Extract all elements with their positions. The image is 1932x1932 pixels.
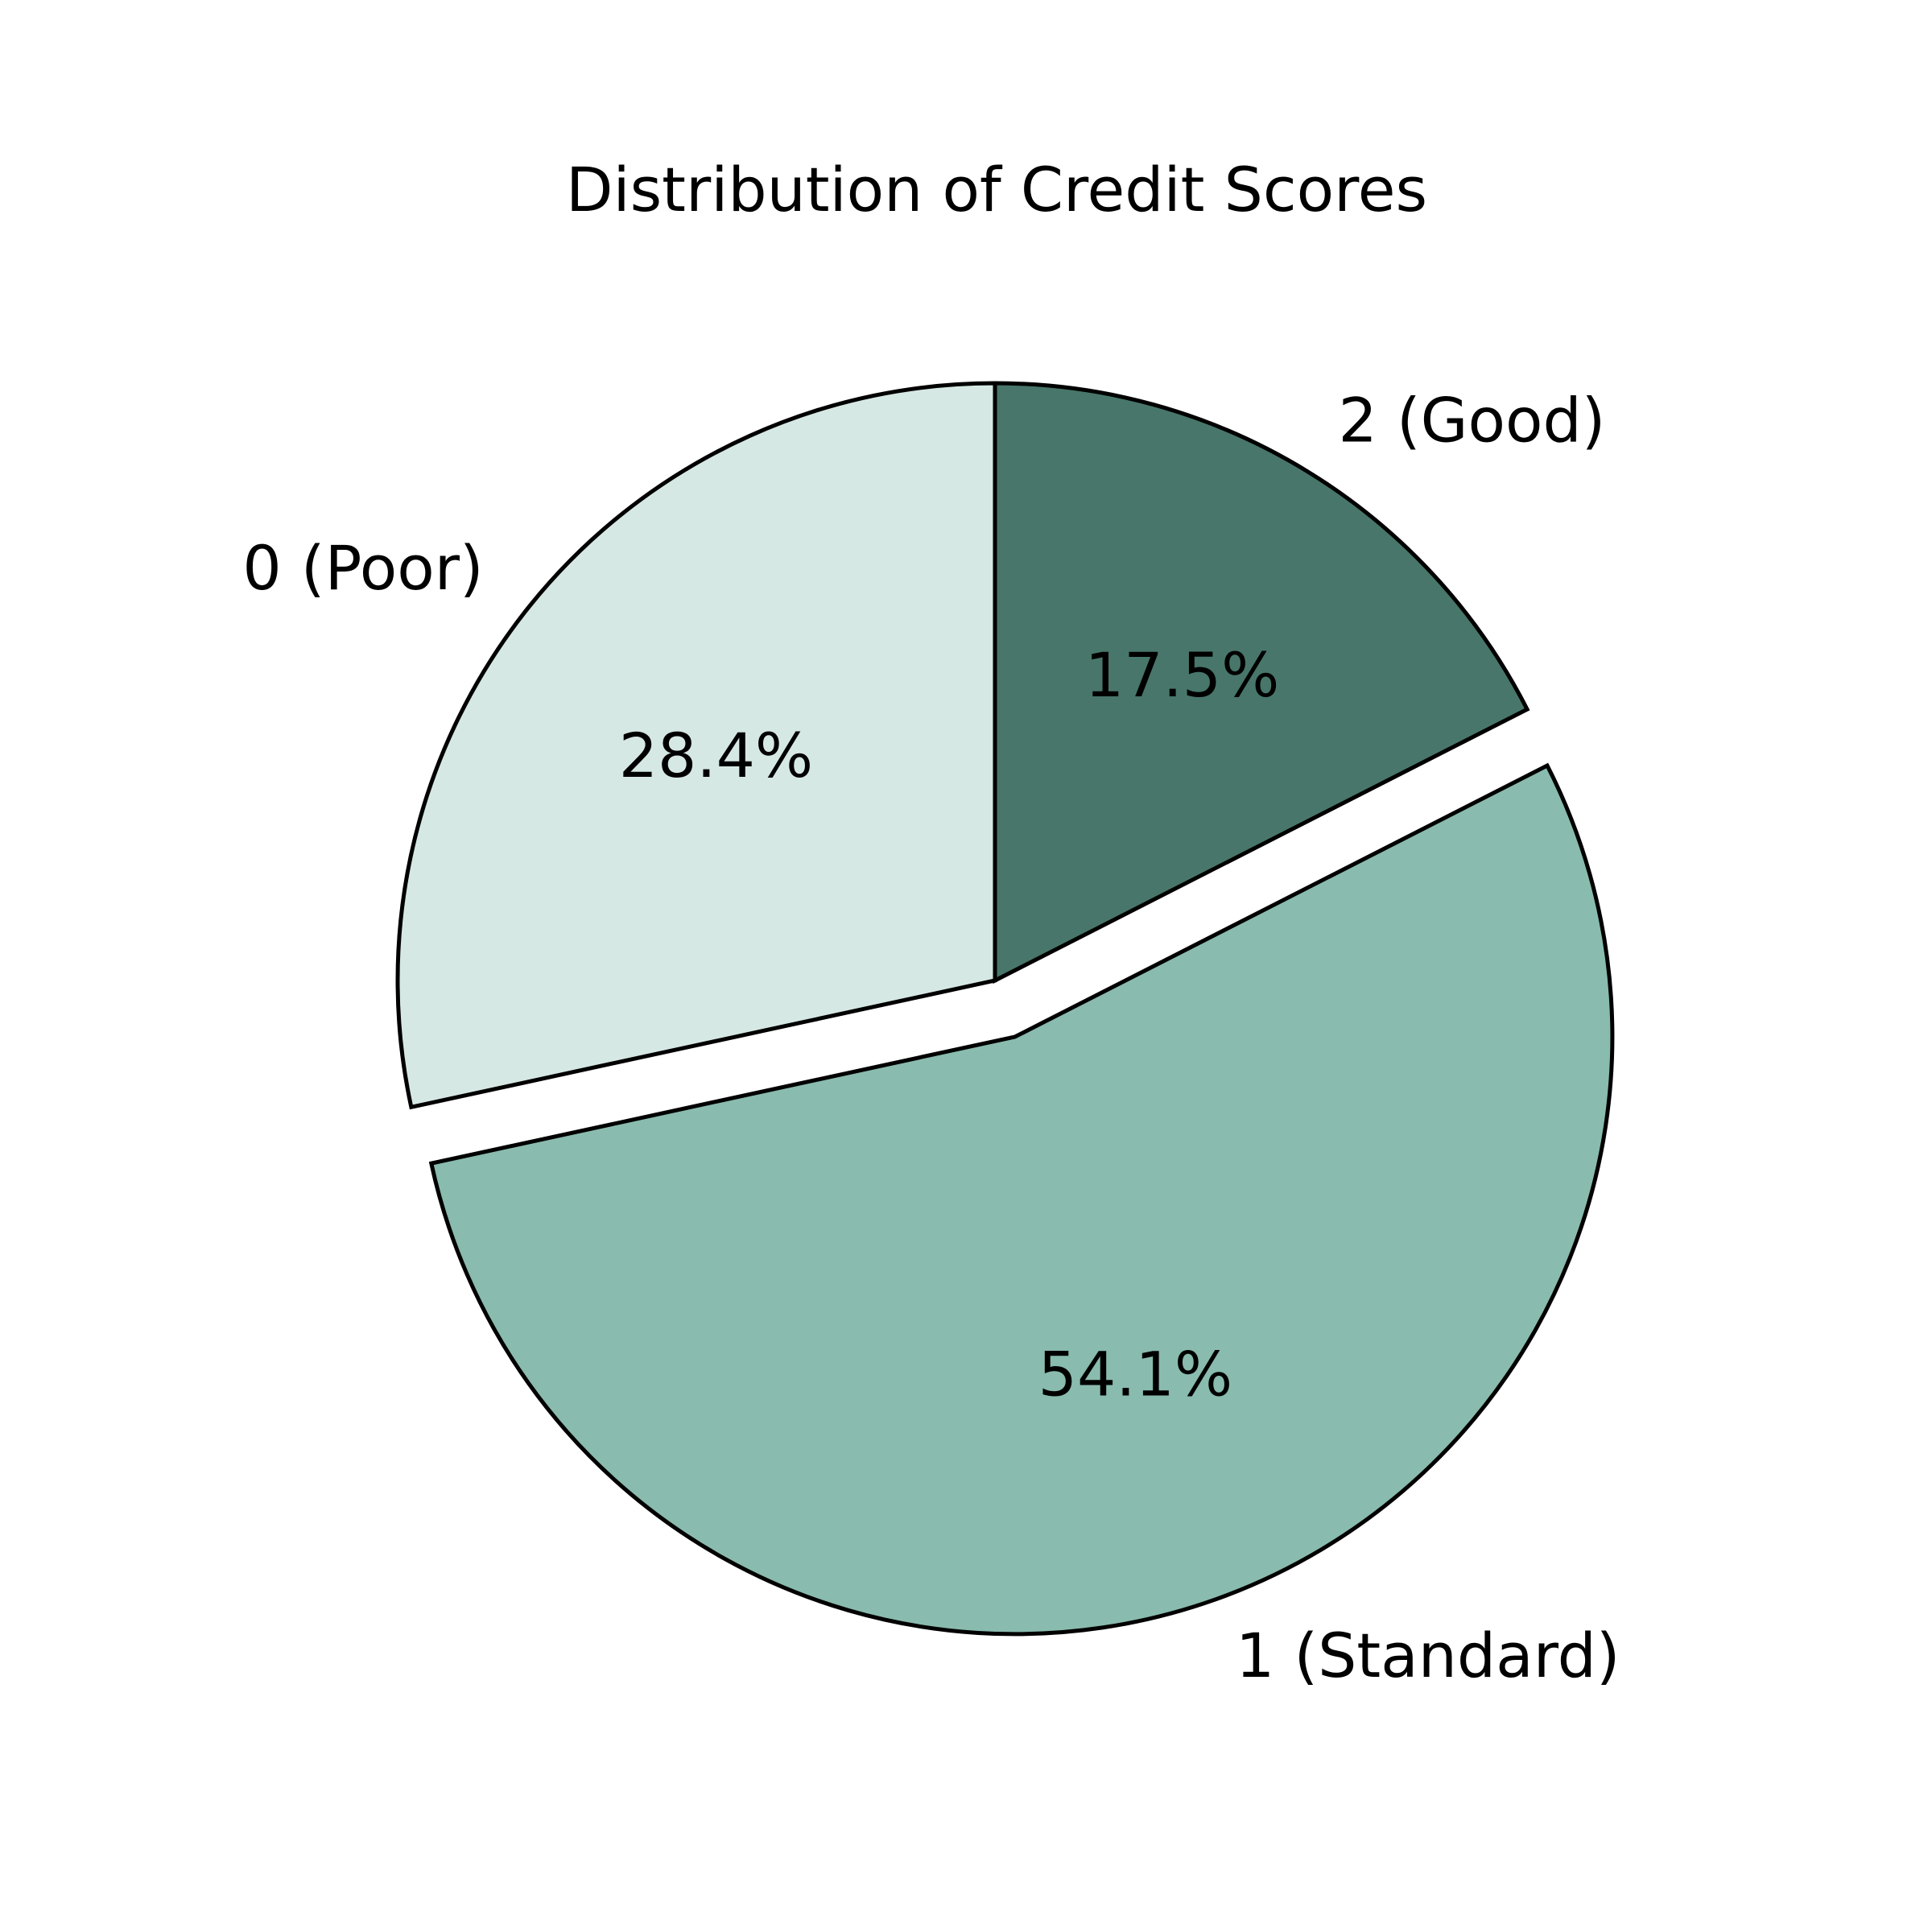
slice-label-1: 1 (Standard) bbox=[1236, 1620, 1620, 1691]
slice-percent-0: 28.4% bbox=[619, 720, 813, 791]
pie-slice-1 bbox=[428, 762, 1615, 1637]
slice-percent-2: 17.5% bbox=[1085, 639, 1279, 711]
labels-layer: 0 (Poor) 28.4% 1 (Standard) 54.1% 2 (Good) 17… bbox=[242, 385, 1620, 1692]
slice-percent-1: 54.1% bbox=[1038, 1339, 1232, 1410]
slices-layer bbox=[395, 381, 1615, 1637]
slice-label-2: 2 (Good) bbox=[1338, 385, 1605, 456]
slice-label-0: 0 (Poor) bbox=[242, 532, 483, 604]
pie-slice-2 bbox=[993, 381, 1530, 985]
chart-title: Distribution of Credit Scores bbox=[566, 154, 1427, 225]
pie-slice-0 bbox=[395, 381, 997, 1110]
